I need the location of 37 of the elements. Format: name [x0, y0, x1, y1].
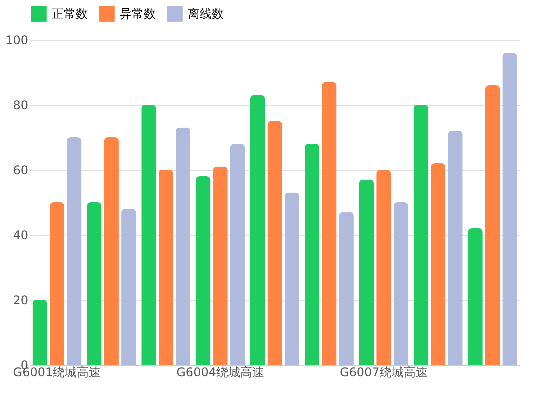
bar — [502, 53, 518, 365]
bar — [304, 144, 320, 365]
y-tick-label: 40 — [13, 228, 28, 242]
bar — [32, 300, 48, 365]
bar — [468, 228, 483, 365]
y-tick-label: 60 — [13, 164, 28, 178]
y-tick-label: 20 — [13, 294, 28, 308]
bar — [176, 128, 191, 365]
bar — [284, 192, 300, 365]
bar — [359, 180, 374, 365]
legend-label: 正常数 — [52, 7, 88, 22]
bar — [250, 95, 266, 365]
bar — [196, 176, 211, 365]
bar — [122, 209, 136, 365]
bar — [158, 170, 174, 365]
x-tick-label: G6007绕城高速 — [340, 366, 428, 380]
bar — [414, 105, 428, 365]
bar — [87, 202, 102, 365]
y-tick-label: 80 — [13, 98, 28, 112]
bar — [142, 105, 156, 365]
bar — [394, 202, 408, 365]
bar — [50, 202, 65, 365]
bar — [104, 138, 119, 365]
bar — [485, 86, 500, 365]
bar — [268, 121, 282, 365]
bar — [230, 144, 246, 365]
bar — [322, 82, 337, 365]
bar — [67, 138, 82, 365]
legend-label: 异常数 — [120, 7, 156, 22]
bar — [339, 212, 354, 365]
bar — [376, 170, 392, 365]
bar — [213, 166, 228, 365]
legend-label: 离线数 — [188, 7, 224, 22]
bar — [431, 164, 446, 365]
bar — [448, 131, 463, 365]
y-tick-label: 100 — [6, 34, 28, 48]
x-tick-label: G6004绕城高速 — [176, 366, 264, 380]
